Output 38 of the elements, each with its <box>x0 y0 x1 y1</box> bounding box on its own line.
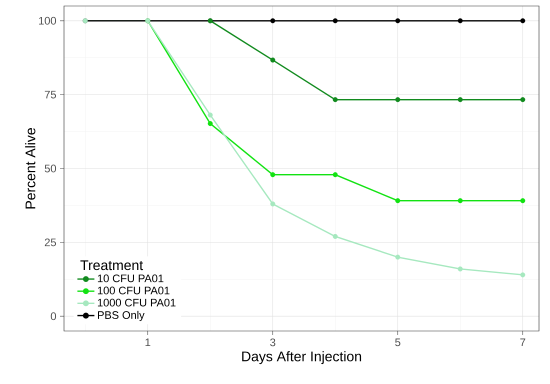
point <box>332 172 338 178</box>
y-tick-label: 50 <box>44 164 56 172</box>
point <box>332 97 338 102</box>
point <box>458 18 463 24</box>
x-tick-label: 1 <box>146 338 150 346</box>
point <box>270 58 276 63</box>
legend-label: 100 CFU PA01 <box>98 286 170 294</box>
point <box>270 18 276 24</box>
legend-label: PBS Only <box>98 310 145 322</box>
point <box>395 198 400 204</box>
legend-label: 1000 CFU PA01 <box>98 298 176 307</box>
x-axis-title: Days After Injection <box>242 351 362 364</box>
point <box>270 201 276 206</box>
point <box>395 97 400 102</box>
point <box>395 18 400 24</box>
x-tick-label: 5 <box>395 338 400 346</box>
legend-title: Treatment <box>80 260 144 270</box>
point <box>520 18 526 24</box>
point <box>208 121 213 126</box>
point <box>395 254 400 260</box>
y-tick-label: 100 <box>39 16 56 25</box>
point <box>332 234 338 239</box>
y-tick-label: 25 <box>44 238 56 246</box>
y-tick-label: 0 <box>50 312 56 320</box>
y-axis-title: Percent Alive <box>25 128 36 208</box>
point <box>208 112 213 118</box>
point <box>458 266 463 272</box>
x-tick-label: 7 <box>520 338 526 346</box>
point <box>270 172 276 178</box>
x-tick-label: 3 <box>270 338 276 346</box>
point <box>520 97 526 102</box>
point <box>458 97 463 102</box>
point <box>332 18 338 24</box>
legend-label: 10 CFU PA01 <box>98 274 164 282</box>
point <box>520 198 526 204</box>
y-tick-label: 75 <box>44 90 56 98</box>
point <box>458 198 463 204</box>
point <box>520 272 526 278</box>
